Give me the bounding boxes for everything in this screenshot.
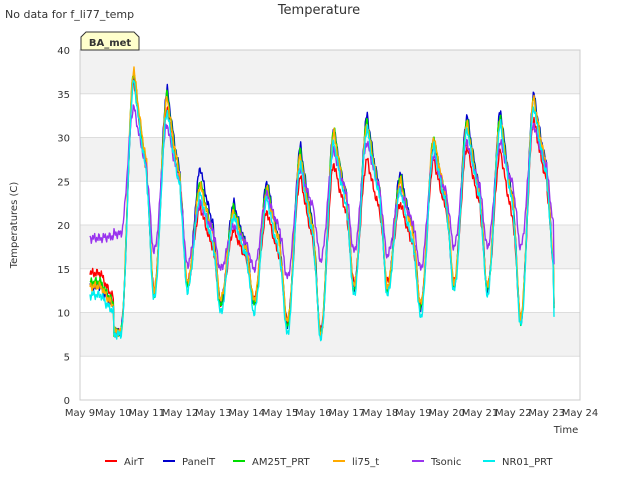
- series-lines: [89, 66, 555, 342]
- badge-shape: [80, 31, 140, 51]
- legend-label: AirT: [124, 457, 145, 468]
- legend-label: AM25T_PRT: [252, 457, 311, 468]
- series-line-tsonic: [89, 104, 555, 280]
- x-tick-label: May 13: [195, 408, 232, 419]
- plot-band: [80, 312, 580, 357]
- x-tick-label: May 24: [562, 408, 599, 419]
- legend-label: Tsonic: [430, 457, 461, 468]
- y-tick-labels: 0 5 10 15 20 25 30 35 40: [57, 46, 70, 407]
- x-tick-label: May 18: [362, 408, 399, 419]
- y-tick-label: 0: [64, 396, 70, 407]
- y-tick-label: 10: [57, 309, 70, 320]
- series-line-nr01-prt: [89, 79, 555, 342]
- x-tick-label: May 23: [528, 408, 565, 419]
- x-tick-label: May 17: [328, 408, 365, 419]
- legend-label: NR01_PRT: [502, 457, 553, 468]
- y-tick-label: 40: [57, 46, 70, 57]
- x-tick-label: May 12: [162, 408, 199, 419]
- x-tick-label: May 11: [128, 408, 165, 419]
- legend-label: PanelT: [182, 457, 216, 468]
- plot-frame: [79, 49, 581, 401]
- y-tick-label: 15: [57, 265, 70, 276]
- x-tick-label: May 20: [428, 408, 465, 419]
- plot-band: [80, 50, 580, 94]
- y-axis-label: Temperatures (C): [9, 182, 20, 270]
- chart-title: Temperature: [277, 3, 360, 18]
- y-tick-label: 20: [57, 221, 70, 232]
- x-tick-label: May 16: [295, 408, 332, 419]
- x-tick-label: May 22: [495, 408, 532, 419]
- station-badge: BA_met: [80, 31, 140, 51]
- x-tick-label: May 9: [65, 408, 95, 419]
- x-tick-label: May 10: [95, 408, 132, 419]
- y-tick-label: 5: [64, 352, 70, 363]
- x-tick-label: May 14: [228, 408, 265, 419]
- x-tick-label: May 19: [395, 408, 432, 419]
- y-tick-label: 25: [57, 177, 70, 188]
- y-tick-label: 30: [57, 134, 70, 145]
- no-data-note: No data for f_li77_temp: [5, 8, 134, 21]
- legend-label: li75_t: [352, 457, 379, 468]
- legend: AirT PanelT AM25T_PRT li75_t Tsonic NR01_PRT: [105, 457, 553, 468]
- x-axis-label: Time: [553, 425, 578, 436]
- y-tick-label: 35: [57, 90, 70, 101]
- x-tick-label: May 21: [462, 408, 499, 419]
- badge-label: BA_met: [89, 38, 132, 49]
- plot-band: [80, 225, 580, 269]
- x-tick-label: May 15: [262, 408, 299, 419]
